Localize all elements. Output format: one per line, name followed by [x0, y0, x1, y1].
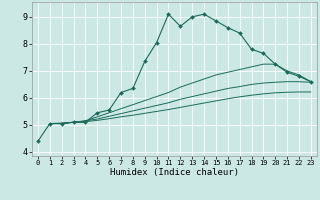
X-axis label: Humidex (Indice chaleur): Humidex (Indice chaleur): [110, 168, 239, 177]
